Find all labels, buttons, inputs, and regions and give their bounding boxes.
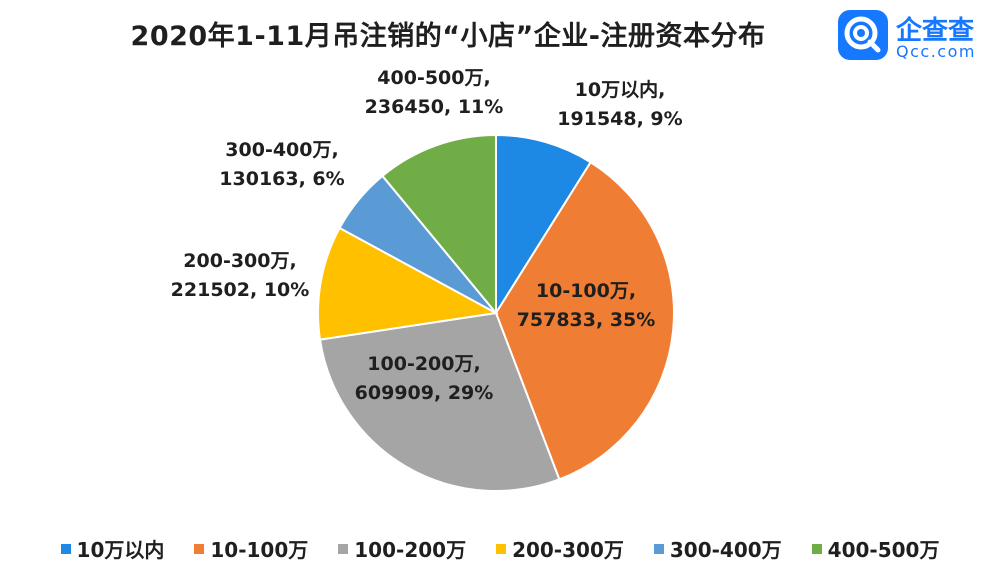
slice-data-label-0: 10万以内, 191548, 9% — [557, 78, 682, 130]
pie-slice-1 — [494, 160, 675, 481]
legend-swatch — [60, 543, 71, 554]
legend-item-0: 10万以内 — [60, 534, 165, 563]
legend-swatch — [496, 543, 507, 554]
logo-domain: Qcc.com — [896, 42, 976, 61]
legend-label: 300-400万 — [669, 538, 782, 562]
legend-item-3: 200-300万 — [496, 534, 624, 563]
pie-slice-3 — [317, 226, 500, 341]
legend-label: 100-200万 — [354, 538, 467, 562]
legend-label: 10万以内 — [76, 538, 165, 562]
chart-legend: 10万以内 10-100万 100-200万 200-300万 300-400万 400-… — [30, 534, 970, 563]
pie-slice-0 — [495, 133, 592, 317]
chart-title: 2020年1-11月吊注销的“小店”企业-注册资本分布 — [130, 21, 766, 52]
logo-name: 企查查 — [896, 16, 975, 46]
pie-slice-2 — [318, 311, 561, 492]
legend-item-2: 100-200万 — [338, 534, 466, 563]
legend-item-1: 10-100万 — [194, 534, 308, 563]
qcc-logo: 企查查 Qcc.com — [838, 8, 988, 64]
slice-data-label-2: 100-200万, 609909, 29% — [355, 353, 494, 404]
pie-slice-5 — [381, 133, 497, 316]
legend-swatch — [811, 543, 822, 554]
slice-data-label-5: 400-500万, 236450, 11% — [365, 67, 504, 118]
slice-data-label-1: 10-100万, 757833, 35% — [517, 280, 656, 331]
legend-swatch — [194, 543, 205, 554]
slice-data-label-4: 300-400万, 130163, 6% — [219, 139, 344, 190]
legend-swatch — [653, 543, 664, 554]
legend-swatch — [338, 543, 349, 554]
slice-data-label-3: 200-300万, 221502, 10% — [171, 250, 310, 301]
legend-label: 10-100万 — [210, 538, 309, 562]
legend-label: 400-500万 — [827, 538, 940, 562]
legend-label: 200-300万 — [512, 538, 624, 562]
legend-item-4: 300-400万 — [653, 534, 782, 563]
legend-item-5: 400-500万 — [811, 534, 940, 563]
qcc-logo-icon — [838, 10, 888, 60]
